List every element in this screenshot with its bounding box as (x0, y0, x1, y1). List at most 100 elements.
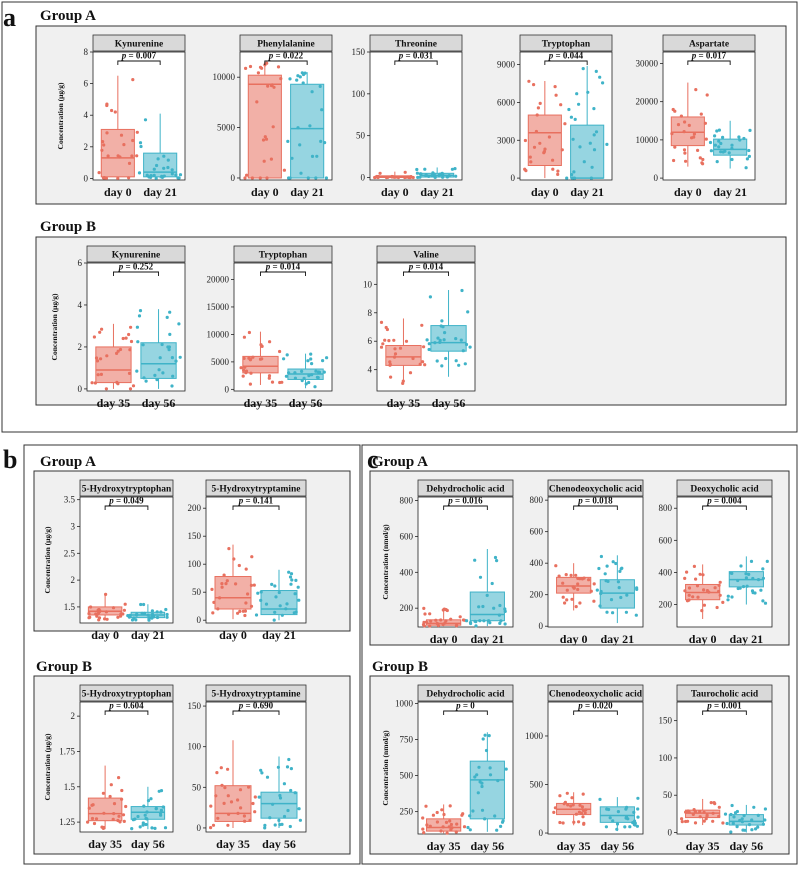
data-point (242, 356, 246, 360)
data-point (273, 584, 277, 588)
data-point (538, 101, 542, 105)
y-tick-label: 30000 (636, 58, 659, 68)
data-point (582, 160, 586, 164)
data-point (102, 143, 106, 147)
data-point (447, 825, 451, 829)
data-point (427, 347, 431, 352)
data-point (254, 613, 259, 617)
strip-header (86, 245, 186, 263)
data-point (606, 579, 610, 584)
panel-b-groupA-label: Group A (40, 454, 96, 470)
data-point (592, 107, 596, 111)
data-point (702, 588, 706, 592)
data-point (673, 109, 677, 113)
data-point (475, 773, 479, 777)
data-point (761, 576, 766, 580)
data-point (422, 831, 426, 835)
data-point (449, 828, 453, 832)
x-tick-label: day 0 (381, 185, 409, 199)
y-tick-label: 10000 (213, 72, 236, 82)
data-point (454, 359, 458, 363)
data-point (91, 803, 95, 807)
p-symbol: p (121, 51, 127, 61)
chart-title: Chenodeoxycholic acid (549, 485, 643, 495)
data-point (695, 584, 700, 588)
data-point (561, 595, 565, 599)
chart-b-group-b-5-hydroxytryptophan: 5-Hydroxytryptophan 1.25 1.5 1.75 2 Concentra… (43, 684, 174, 851)
chart-b-group-b-5-hydroxytryptamine: 5-Hydroxytryptamine 0 50 100 150 day 35 day 56… (188, 684, 307, 851)
data-point (267, 376, 271, 380)
data-point (293, 592, 297, 596)
data-point (578, 803, 582, 807)
data-point (122, 608, 126, 612)
data-point (761, 599, 765, 603)
box-day-56 (430, 325, 467, 352)
data-point (581, 808, 586, 813)
data-point (713, 802, 717, 806)
data-point (288, 77, 292, 81)
data-point (488, 773, 493, 777)
chart-a-group-b-valine: Valine 4 6 8 10 day 35 day 56 p = 0.014 (363, 245, 476, 410)
significance-bracket (113, 271, 159, 276)
data-point (118, 347, 123, 352)
chart-title: Deoxycholic acid (690, 485, 759, 495)
data-point (698, 156, 702, 160)
data-point (101, 176, 106, 180)
data-point (150, 609, 154, 613)
data-point (242, 814, 246, 818)
data-point (124, 804, 128, 809)
data-point (174, 359, 178, 363)
data-point (713, 143, 718, 147)
data-point (257, 795, 261, 799)
data-point (108, 794, 112, 799)
strip-header (233, 245, 333, 263)
data-point (318, 84, 322, 88)
data-point (178, 355, 182, 359)
data-point (732, 815, 736, 819)
data-point (259, 590, 263, 594)
data-point (427, 174, 431, 178)
data-point (321, 359, 325, 363)
data-point (244, 66, 248, 70)
data-point (730, 143, 734, 147)
data-point (177, 322, 181, 326)
data-point (247, 330, 251, 335)
y-tick-label: 1.5 (64, 602, 76, 612)
data-point (159, 808, 163, 812)
chart-title: 5-Hydroxytryptophan (82, 690, 172, 700)
y-tick-label: 800 (400, 496, 414, 506)
data-point (222, 573, 226, 577)
data-point (484, 748, 489, 753)
data-point (216, 607, 220, 611)
data-point (673, 145, 677, 149)
data-point (154, 806, 158, 811)
data-point (387, 339, 391, 343)
data-point (698, 815, 702, 819)
panel-c-frame (361, 444, 798, 865)
data-point (458, 615, 462, 619)
p-number: = 0.001 (712, 701, 742, 711)
data-point (248, 382, 252, 386)
data-point (86, 820, 90, 824)
data-point (559, 103, 563, 107)
y-tick-label: 2 (84, 142, 89, 152)
data-point (503, 622, 507, 626)
data-point (166, 345, 170, 349)
strip-header (662, 34, 756, 52)
data-point (738, 138, 742, 142)
significance-bracket (264, 60, 308, 65)
significance-bracket (232, 710, 280, 715)
p-number: = 0.014 (413, 262, 443, 272)
data-point (468, 814, 472, 818)
data-point (624, 807, 628, 811)
data-point (616, 810, 621, 814)
data-point (264, 137, 269, 141)
data-point (450, 167, 454, 171)
data-point (553, 806, 558, 810)
data-point (498, 621, 502, 626)
data-point (485, 593, 489, 598)
data-point (588, 141, 592, 145)
data-point (131, 78, 135, 82)
strip-header (547, 479, 644, 497)
data-point (226, 767, 230, 771)
